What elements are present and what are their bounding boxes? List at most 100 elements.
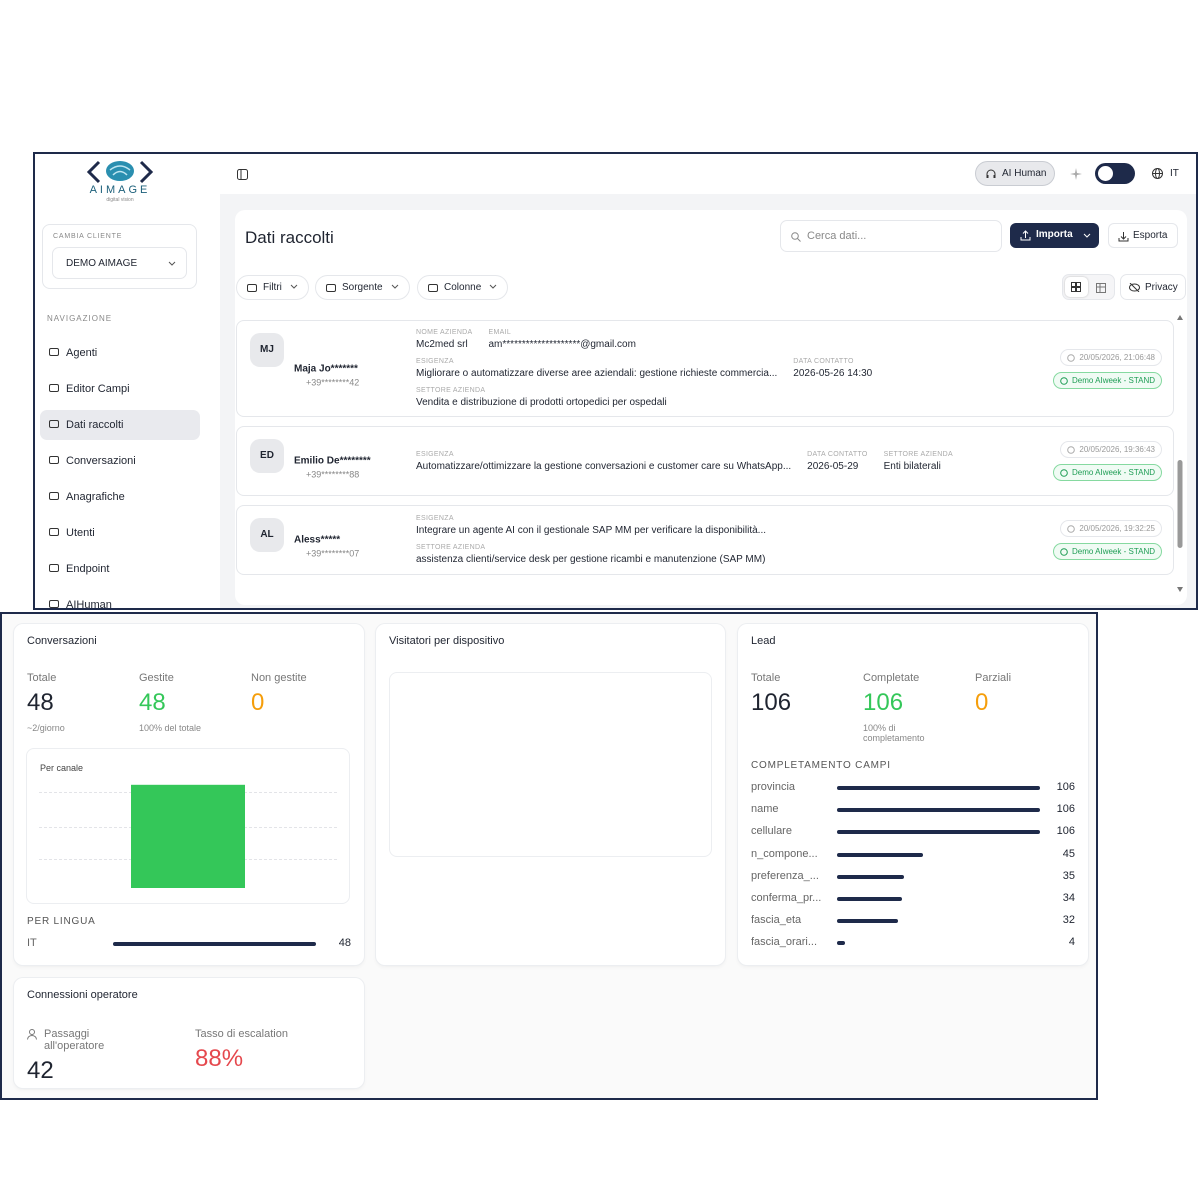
record-card[interactable]: MJ Maja Jo******* +39********42 NOME AZIEND… <box>236 320 1174 417</box>
nav-item[interactable]: AIHuman <box>40 590 200 608</box>
contact-phone: +39********88 <box>306 469 360 480</box>
ai-human-label: AI Human <box>1002 168 1047 179</box>
field: EMAIL am********************@gmail.com <box>489 329 636 350</box>
nav-item[interactable]: Editor Campi <box>40 374 200 404</box>
field-value: Integrare un agente AI con il gestionale… <box>416 525 767 536</box>
ai-human-button[interactable]: AI Human <box>975 161 1055 186</box>
theme-icon[interactable] <box>1070 168 1082 180</box>
language[interactable]: IT <box>1170 168 1179 179</box>
field-label: DATA CONTATTO <box>807 450 868 458</box>
client-select[interactable]: DEMO AIMAGE <box>52 247 187 279</box>
field-value: Vendita e distribuzione di prodotti orto… <box>416 397 667 408</box>
icon-shape <box>49 384 59 392</box>
sidebar-toggle[interactable] <box>237 169 248 180</box>
filter-label: Colonne <box>444 282 482 293</box>
icon <box>1067 353 1076 362</box>
stat: Totale 48 ~2/giorno <box>27 672 137 733</box>
icon-shape <box>49 420 59 428</box>
stat-value: 48 <box>27 689 54 716</box>
view-switch <box>1062 274 1115 300</box>
icon <box>49 456 59 464</box>
conversations-card: Conversazioni Totale 48 ~2/giorno Gestite 48… <box>14 624 364 965</box>
client-label: CAMBIA CLIENTE <box>53 233 123 240</box>
icon-shape <box>27 1035 37 1040</box>
bar-value: 45 <box>1062 847 1075 860</box>
bar-label: IT <box>27 937 37 949</box>
field-label: SETTORE AZIENDA <box>416 544 486 551</box>
field-label: ESIGENZA <box>416 515 454 522</box>
nav-item[interactable]: Utenti <box>40 518 200 548</box>
import-label: Importa <box>1036 229 1073 240</box>
bar-value: 48 <box>338 937 351 949</box>
bar <box>131 784 245 888</box>
icon <box>49 600 59 608</box>
filter-button[interactable]: Colonne <box>417 275 509 300</box>
bar-value: 106 <box>1056 781 1075 793</box>
nav-label: Dati raccolti <box>66 419 124 431</box>
nav-label: Anagrafiche <box>66 491 125 503</box>
nav-item[interactable]: Anagrafiche <box>40 482 200 512</box>
avatar: ED <box>250 439 284 473</box>
bar <box>837 874 905 879</box>
export-button[interactable]: Esporta <box>1108 223 1178 248</box>
page-title: Dati raccolti <box>245 228 334 247</box>
chevron-path <box>391 284 398 289</box>
theme-toggle[interactable] <box>1095 163 1135 184</box>
logo-tagline: digital vision <box>106 197 134 203</box>
bar <box>837 830 1040 835</box>
privacy-button[interactable]: Privacy <box>1120 274 1186 300</box>
grid-view-button[interactable] <box>1065 277 1088 297</box>
bar <box>837 919 899 924</box>
record-list: MJ Maja Jo******* +39********42 NOME AZIEND… <box>236 320 1174 608</box>
stat-value: 106 <box>863 689 904 716</box>
timestamp: 20/05/2026, 19:32:25 <box>1060 520 1162 537</box>
icon <box>326 284 336 292</box>
upload-icon <box>1020 230 1031 241</box>
stat: Tasso di escalation 88% <box>195 1028 305 1073</box>
nav-item[interactable]: Dati raccolti <box>40 410 200 440</box>
stat-value: 88% <box>195 1045 244 1072</box>
icon-shape <box>49 564 59 572</box>
filter-button[interactable]: Filtri <box>236 275 309 300</box>
nav-label: NAVIGAZIONE <box>47 314 113 323</box>
timestamp: 20/05/2026, 19:36:43 <box>1060 441 1162 458</box>
bar-value: 32 <box>1062 914 1075 927</box>
dashboard-window: AIMAGE digital vision CAMBIA CLIENTE DEM… <box>33 152 1198 610</box>
bar-label: fascia_eta <box>751 914 802 927</box>
nav-item[interactable]: Endpoint <box>40 554 200 584</box>
icon <box>49 528 59 536</box>
grid-icon <box>1071 282 1081 292</box>
icon-shape <box>1060 376 1068 385</box>
search-box[interactable]: Cerca dati... <box>780 220 1002 252</box>
stat-note: ~2/giorno <box>27 723 65 733</box>
icon <box>1060 548 1068 556</box>
stat: Totale 106 <box>751 672 861 717</box>
source-tag: Demo AIweek - STAND <box>1053 464 1162 481</box>
bar-value: 35 <box>1062 869 1075 882</box>
record-card[interactable]: AL Aless***** +39********07 ESIGENZA Integra… <box>236 505 1174 575</box>
field: NOME AZIENDA Mc2med srl <box>416 329 473 350</box>
icon-shape <box>29 1029 35 1035</box>
contact-name: Emilio De******** <box>294 455 371 467</box>
icon-shape <box>1067 353 1076 362</box>
contact-phone: +39********42 <box>306 377 360 388</box>
nav-item[interactable]: Agenti <box>40 338 200 368</box>
bar-track <box>113 942 316 946</box>
filter-button[interactable]: Sorgente <box>315 275 410 300</box>
bar <box>837 941 845 946</box>
bar-value: 4 <box>1068 936 1075 949</box>
stat-label: Tasso di escalation <box>195 1028 288 1040</box>
record-card[interactable]: ED Emilio De******** +39********88 ESIGENZA… <box>236 426 1174 496</box>
nav-label: Endpoint <box>66 563 110 575</box>
nav-item[interactable]: Conversazioni <box>40 446 200 476</box>
avatar: MJ <box>250 333 284 367</box>
icon-shape <box>247 284 257 292</box>
icon-shape <box>1067 525 1076 533</box>
field-value: am********************@gmail.com <box>488 339 636 350</box>
stat-label: Gestite <box>139 672 174 684</box>
bar-track <box>837 897 1040 901</box>
import-button[interactable]: Importa <box>1010 223 1099 248</box>
field-label: EMAIL <box>488 329 512 336</box>
table-view-button[interactable] <box>1096 283 1106 293</box>
bar-track <box>837 852 1040 857</box>
